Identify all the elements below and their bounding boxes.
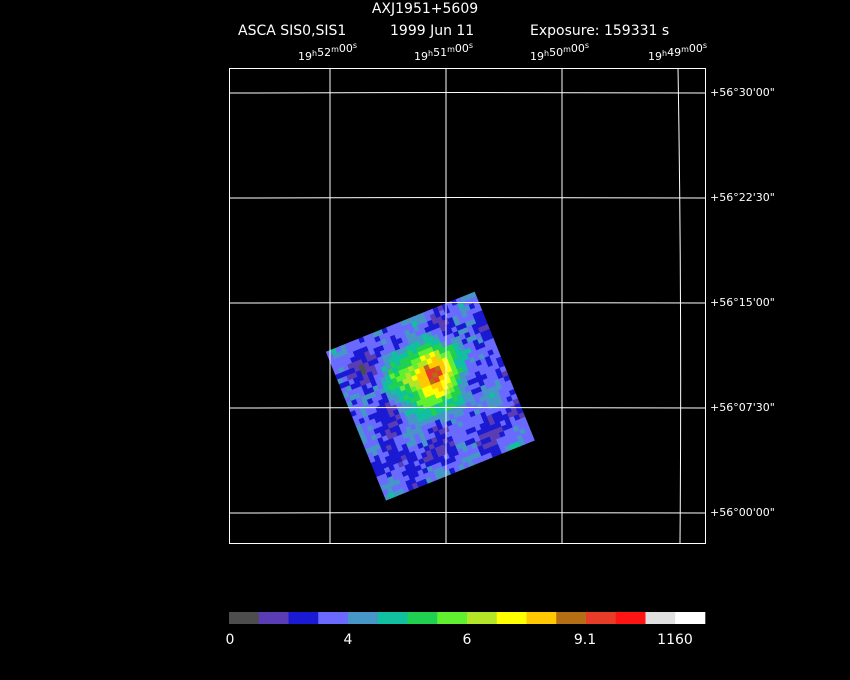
ra-unit: s: [585, 41, 589, 50]
colorbar-swatch: [615, 612, 646, 624]
colorbar-swatch: [229, 612, 260, 624]
colorbar-swatch: [675, 612, 706, 624]
dec-label: +56°15'00": [710, 296, 775, 309]
exposure: Exposure: 159331 s: [530, 23, 669, 39]
ra-value: 52: [317, 46, 331, 59]
dec-grid-line: [228, 92, 706, 94]
dec-label: +56°00'00": [710, 506, 775, 519]
ra-unit: h: [544, 49, 549, 58]
ra-label: 19h52m00s: [298, 41, 357, 64]
ra-value: 00: [455, 42, 469, 55]
colorbar-label: 0: [226, 632, 235, 648]
dec-grid-line: [228, 512, 706, 514]
ra-unit: m: [447, 45, 455, 54]
dec-label: +56°22'30": [710, 191, 775, 204]
colorbar-swatch: [467, 612, 498, 624]
pixel: [527, 435, 535, 443]
dec-grid-line: [228, 302, 706, 304]
ra-unit: h: [662, 49, 667, 58]
xray-image: [325, 291, 535, 501]
colorbar-label: 6: [463, 632, 472, 648]
date: 1999 Jun 11: [390, 23, 474, 39]
colorbar-swatch: [526, 612, 557, 624]
ra-value: 19: [298, 50, 312, 63]
ra-value: 49: [667, 46, 681, 59]
instrument: ASCA SIS0,SIS1: [238, 23, 346, 39]
dec-grid-line: [228, 197, 706, 199]
ra-value: 19: [414, 50, 428, 63]
ra-unit: h: [428, 49, 433, 58]
frame: [229, 68, 706, 544]
ra-grid-line: [561, 67, 563, 544]
title: AXJ1951+5609: [372, 1, 478, 17]
colorbar-swatch: [496, 612, 527, 624]
ra-label: 19h51m00s: [414, 41, 473, 64]
colorbar-swatch: [586, 612, 617, 624]
ra-value: 19: [648, 50, 662, 63]
ra-value: 51: [433, 46, 447, 59]
dec-label: +56°30'00": [710, 86, 775, 99]
detector-field: [325, 291, 535, 501]
ra-value: 00: [571, 42, 585, 55]
ra-value: 50: [549, 46, 563, 59]
colorbar-swatch: [645, 612, 676, 624]
ra-value: 00: [339, 42, 353, 55]
ra-unit: m: [563, 45, 571, 54]
ra-unit: s: [703, 41, 707, 50]
ra-grid-line: [677, 67, 682, 544]
colorbar-swatch: [407, 612, 438, 624]
dec-label: +56°07'30": [710, 401, 775, 414]
ra-label: 19h50m00s: [530, 41, 589, 64]
coordinate-grid: [228, 67, 706, 544]
colorbar-label: 9.1: [574, 632, 596, 648]
ra-label: 19h49m00s: [648, 41, 707, 64]
ra-unit: s: [353, 41, 357, 50]
colorbar-swatch: [377, 612, 408, 624]
colorbar-swatch: [437, 612, 468, 624]
colorbar-label: 4: [344, 632, 353, 648]
ra-value: 19: [530, 50, 544, 63]
ra-unit: m: [681, 45, 689, 54]
colorbar-swatch: [348, 612, 379, 624]
colorbar: 0 4 6 9.1 1160: [226, 612, 706, 648]
colorbar-swatch: [258, 612, 289, 624]
ra-grid-line: [329, 67, 331, 544]
colorbar-swatch: [288, 612, 319, 624]
ra-unit: s: [469, 41, 473, 50]
colorbar-label: 1160: [657, 632, 693, 648]
ra-unit: m: [331, 45, 339, 54]
ra-unit: h: [312, 49, 317, 58]
dec-grid-line: [228, 407, 706, 409]
colorbar-swatch: [556, 612, 587, 624]
colorbar-swatch: [318, 612, 349, 624]
ra-value: 00: [689, 42, 703, 55]
